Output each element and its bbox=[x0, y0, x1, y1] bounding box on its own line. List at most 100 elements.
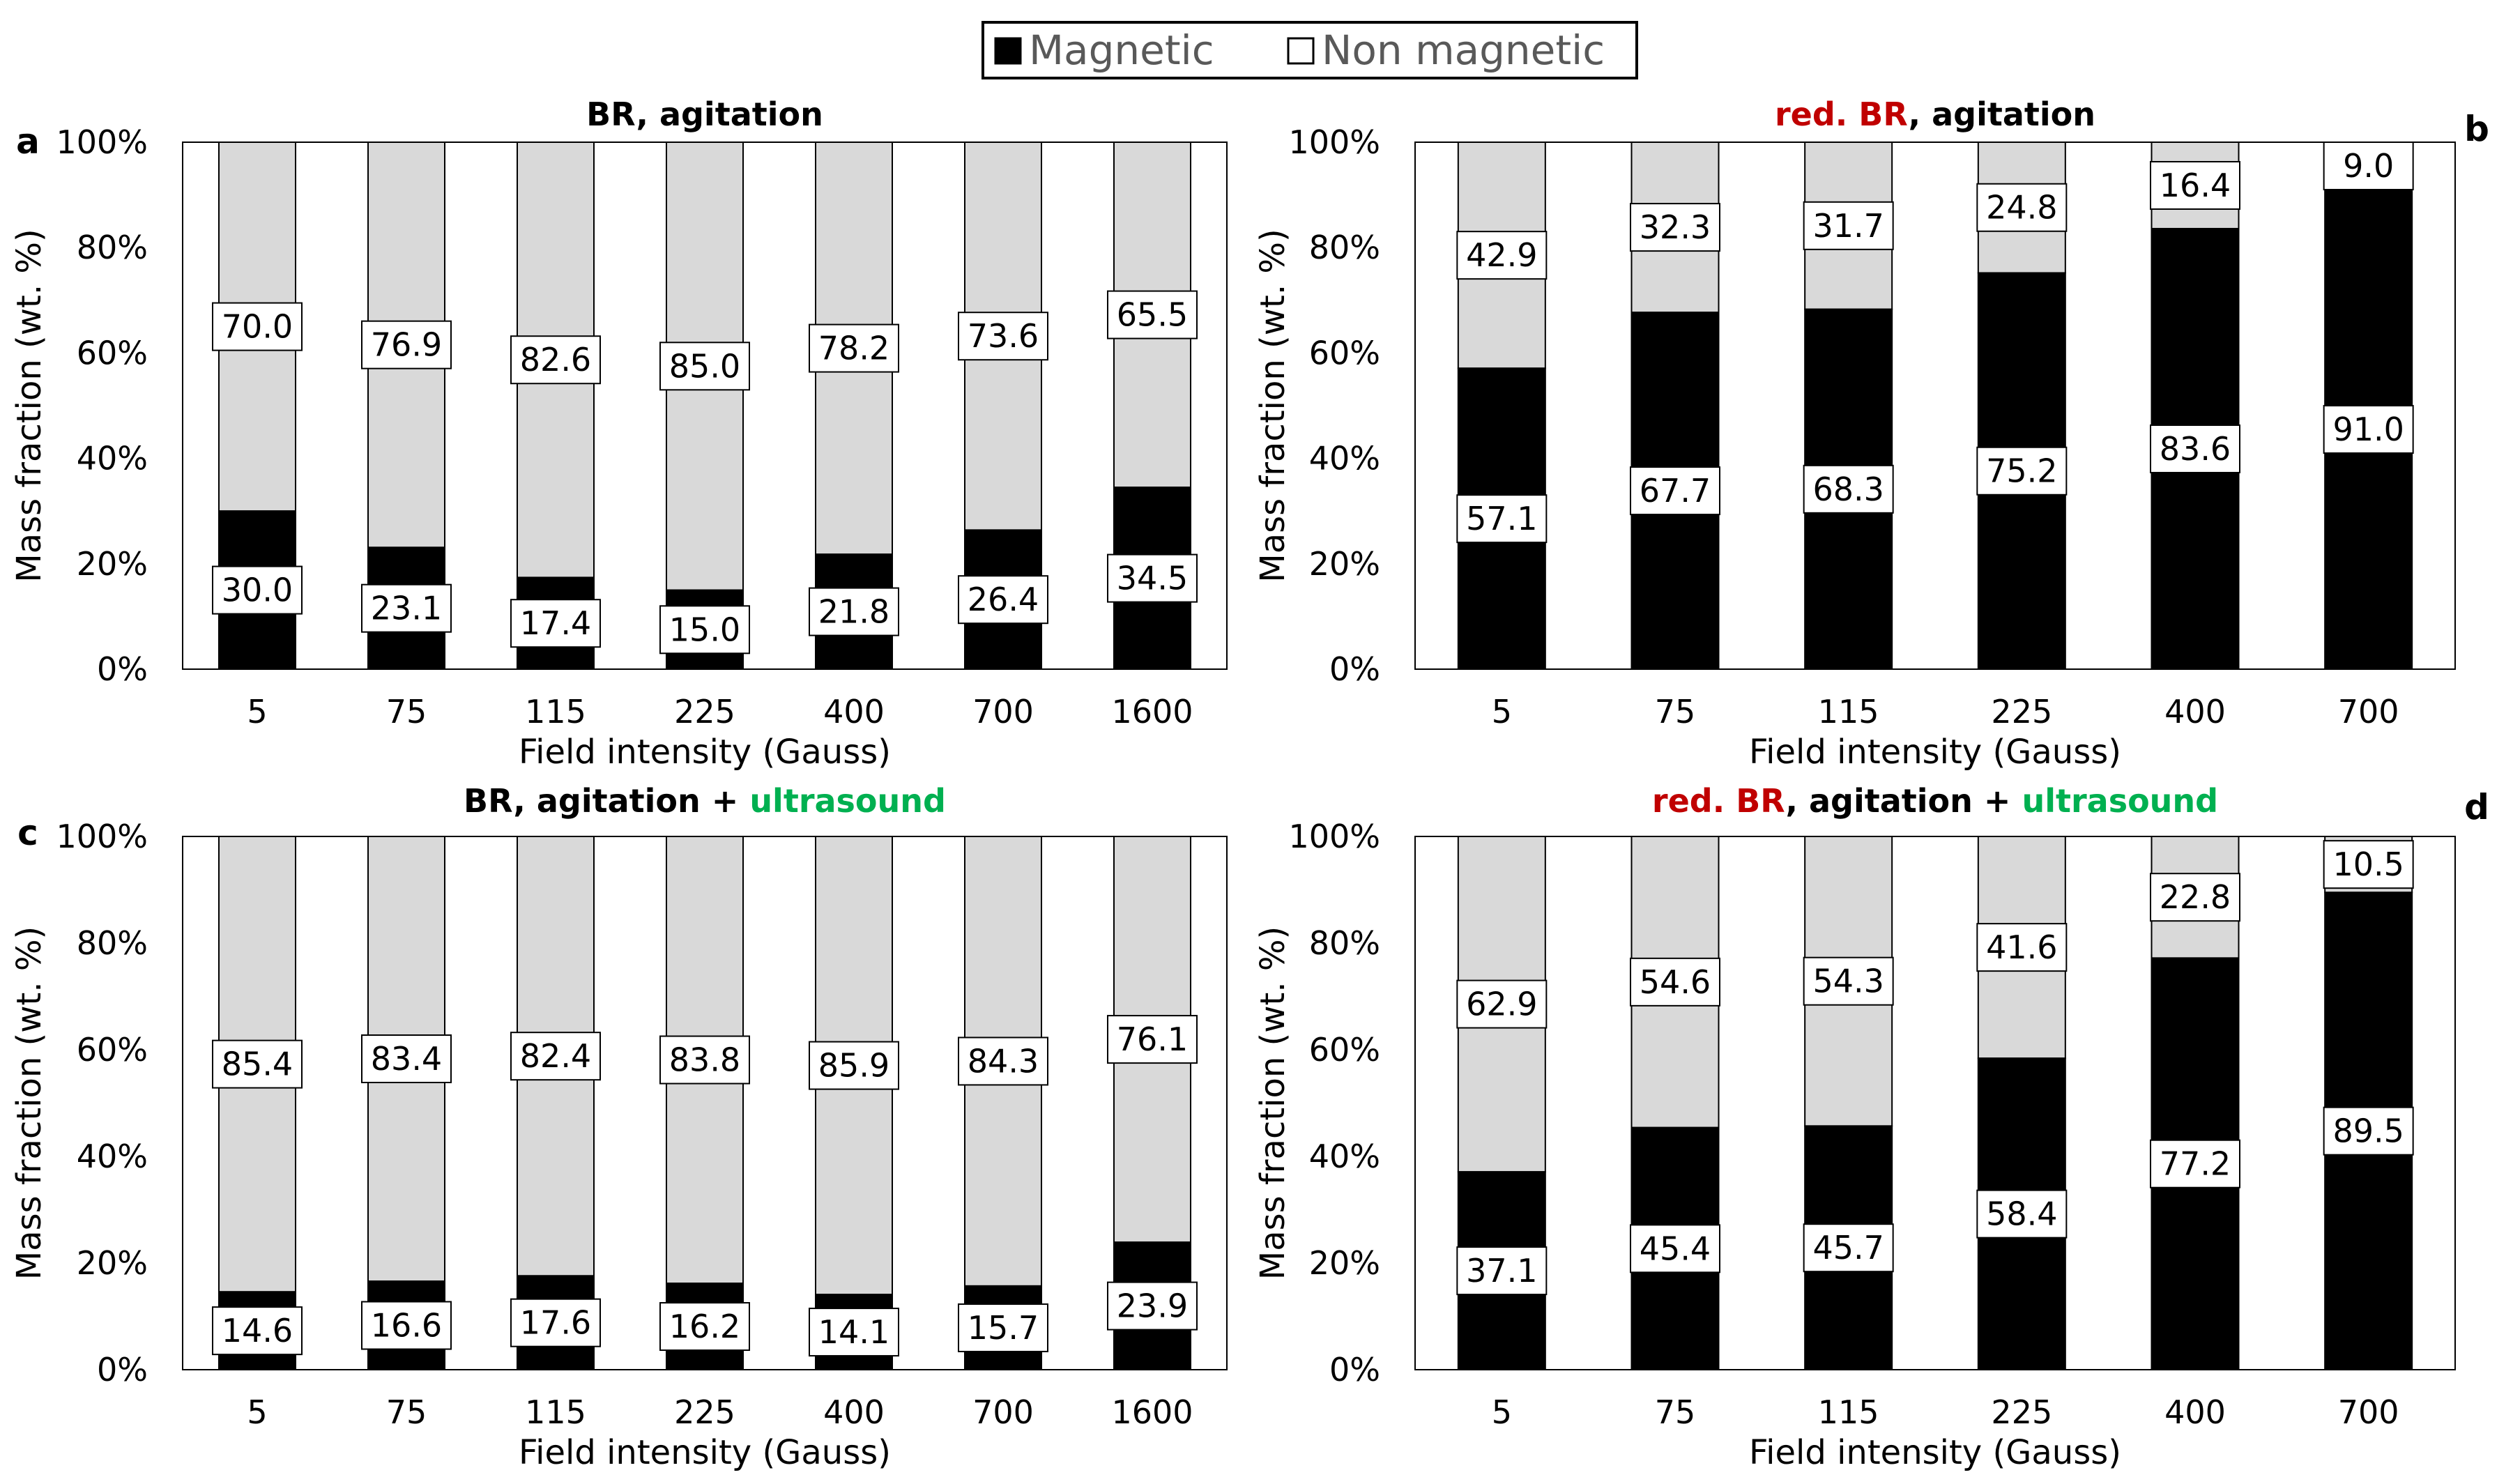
data-label-magnetic: 77.2 bbox=[2160, 1145, 2231, 1183]
y-tick-label: 0% bbox=[97, 1351, 148, 1389]
plot-area bbox=[1414, 141, 2456, 670]
y-axis-title: Mass fraction (wt. %) bbox=[1253, 229, 1292, 582]
data-label-magnetic-box bbox=[212, 1306, 303, 1356]
x-tick-label: 700 bbox=[2338, 1393, 2399, 1431]
data-label-non-magnetic-box bbox=[2150, 873, 2240, 922]
x-tick-label: 225 bbox=[1991, 1393, 2052, 1431]
data-label-magnetic: 17.6 bbox=[520, 1304, 591, 1342]
data-label-magnetic-box bbox=[809, 587, 899, 636]
data-label-magnetic: 14.6 bbox=[222, 1312, 293, 1349]
data-label-magnetic: 16.6 bbox=[371, 1307, 442, 1345]
y-tick-label: 40% bbox=[1309, 1138, 1380, 1175]
data-label-non-magnetic-box bbox=[1107, 1015, 1198, 1064]
data-label-magnetic-box bbox=[2150, 1139, 2240, 1188]
y-axis-title: Mass fraction (wt. %) bbox=[10, 229, 49, 582]
y-tick-label: 80% bbox=[1309, 229, 1380, 266]
chart-title-part: BR, agitation bbox=[586, 95, 823, 133]
chart-title-part: red. BR bbox=[1652, 782, 1786, 820]
data-label-magnetic-box bbox=[958, 1303, 1048, 1352]
data-label-magnetic: 21.8 bbox=[818, 593, 889, 631]
data-label-magnetic: 91.0 bbox=[2332, 411, 2404, 448]
data-label-non-magnetic-box bbox=[1976, 923, 2068, 972]
x-axis-title: Field intensity (Gauss) bbox=[519, 1433, 891, 1472]
data-label-magnetic: 45.4 bbox=[1640, 1230, 1711, 1267]
x-tick-label: 700 bbox=[972, 693, 1034, 730]
data-label-magnetic: 26.4 bbox=[968, 581, 1039, 618]
x-tick-label: 1600 bbox=[1111, 693, 1193, 730]
data-label-magnetic-box bbox=[1107, 553, 1198, 603]
data-label-non-magnetic: 31.7 bbox=[1812, 207, 1884, 245]
y-tick-label: 20% bbox=[77, 1244, 148, 1282]
data-label-magnetic-box bbox=[2150, 424, 2240, 473]
data-label-non-magnetic: 85.0 bbox=[669, 347, 740, 385]
panel-c: 0% 20% 40% 60% 80% 100% 5 14.6 85.4 75 16.6 83.4 115… bbox=[10, 782, 1228, 1472]
y-tick-label: 100% bbox=[1288, 818, 1380, 855]
data-label-magnetic-box bbox=[1803, 464, 1894, 514]
y-tick-label: 80% bbox=[1309, 924, 1380, 962]
x-tick-label: 115 bbox=[525, 693, 586, 730]
y-axis-title: Mass fraction (wt. %) bbox=[10, 926, 49, 1280]
data-label-magnetic-box bbox=[958, 575, 1048, 625]
y-tick-label: 60% bbox=[77, 1031, 148, 1069]
data-label-non-magnetic-box bbox=[510, 1032, 601, 1081]
chart-title-part: ultrasound bbox=[2022, 782, 2218, 820]
data-label-non-magnetic-box bbox=[212, 1039, 303, 1089]
data-label-non-magnetic-box bbox=[2150, 160, 2240, 210]
data-label-non-magnetic-box bbox=[2323, 840, 2414, 889]
x-tick-label: 225 bbox=[674, 693, 735, 730]
data-label-non-magnetic: 84.3 bbox=[968, 1042, 1039, 1080]
data-label-magnetic-box bbox=[1630, 466, 1720, 516]
data-label-non-magnetic: 24.8 bbox=[1986, 189, 2057, 227]
data-label-magnetic-box bbox=[1630, 1224, 1720, 1273]
data-label-magnetic: 34.5 bbox=[1117, 560, 1188, 597]
y-tick-label: 60% bbox=[77, 334, 148, 372]
data-label-magnetic: 58.4 bbox=[1986, 1195, 2057, 1233]
x-tick-label: 5 bbox=[1492, 693, 1512, 730]
y-tick-label: 20% bbox=[1309, 1244, 1380, 1282]
data-label-non-magnetic: 73.6 bbox=[968, 317, 1039, 355]
x-tick-label: 400 bbox=[2164, 1393, 2226, 1431]
panel-letter: a bbox=[16, 121, 40, 162]
y-tick-label: 0% bbox=[97, 650, 148, 688]
x-tick-label: 5 bbox=[247, 693, 267, 730]
data-label-magnetic: 30.0 bbox=[222, 572, 293, 609]
x-tick-label: 115 bbox=[525, 1393, 586, 1431]
data-label-non-magnetic-box bbox=[1107, 290, 1198, 339]
data-label-non-magnetic-box bbox=[659, 1035, 750, 1085]
data-label-magnetic-box bbox=[2323, 405, 2414, 454]
data-label-non-magnetic: 78.2 bbox=[818, 330, 889, 367]
data-label-magnetic: 57.1 bbox=[1466, 500, 1537, 537]
data-label-magnetic: 75.2 bbox=[1986, 452, 2057, 490]
legend: Magnetic Non magnetic bbox=[981, 21, 1638, 79]
y-tick-label: 80% bbox=[77, 924, 148, 962]
y-tick-label: 80% bbox=[77, 229, 148, 266]
panel-b: 0% 20% 40% 60% 80% 100% 5 57.1 42.9 75 67.7 32.3 115… bbox=[1253, 95, 2489, 772]
data-label-magnetic: 15.0 bbox=[669, 611, 740, 648]
data-label-magnetic-box bbox=[659, 605, 750, 655]
legend-swatch-non-magnetic bbox=[1287, 37, 1315, 65]
legend-label-magnetic: Magnetic bbox=[1029, 26, 1214, 74]
data-label-non-magnetic: 83.8 bbox=[669, 1041, 740, 1079]
data-label-non-magnetic-box bbox=[659, 342, 750, 391]
y-tick-label: 40% bbox=[77, 440, 148, 477]
y-tick-label: 0% bbox=[1329, 650, 1380, 688]
data-label-magnetic-box bbox=[809, 1308, 899, 1357]
data-label-magnetic-box bbox=[361, 583, 452, 633]
chart-title: red. BR, agitation bbox=[1775, 95, 2095, 133]
data-label-non-magnetic: 10.5 bbox=[2332, 846, 2404, 883]
data-label-non-magnetic-box bbox=[1803, 956, 1894, 1006]
data-label-non-magnetic: 70.0 bbox=[222, 308, 293, 346]
panel-a: 0% 20% 40% 60% 80% 100% 5 30.0 70.0 75 23.1 76.9 115… bbox=[10, 95, 1228, 772]
data-label-non-magnetic-box bbox=[361, 320, 452, 369]
data-label-magnetic-box bbox=[1976, 446, 2068, 496]
data-label-magnetic-box bbox=[510, 1298, 601, 1347]
x-tick-label: 75 bbox=[386, 693, 427, 730]
y-axis-title: Mass fraction (wt. %) bbox=[1253, 926, 1292, 1280]
data-label-magnetic-box bbox=[1976, 1189, 2068, 1239]
y-tick-label: 100% bbox=[56, 818, 148, 855]
legend-label-non-magnetic: Non magnetic bbox=[1322, 26, 1605, 74]
chart-title-part: ultrasound bbox=[749, 782, 946, 820]
chart-title: BR, agitation bbox=[586, 95, 823, 133]
data-label-non-magnetic: 16.4 bbox=[2160, 167, 2231, 204]
legend-swatch-magnetic bbox=[994, 37, 1022, 65]
